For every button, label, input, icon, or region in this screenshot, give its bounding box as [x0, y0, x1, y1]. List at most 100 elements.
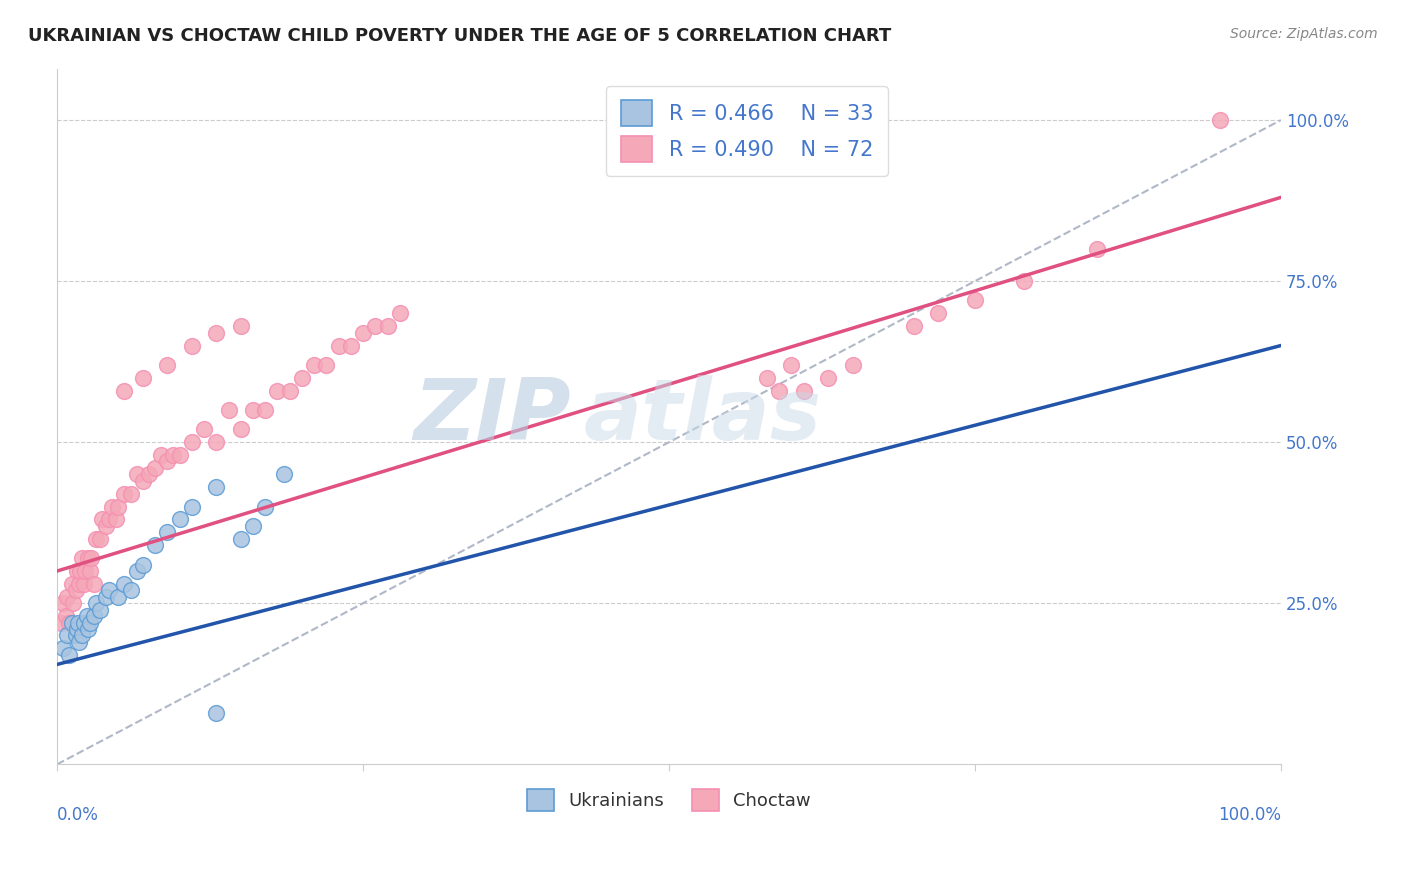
Point	[768, 384, 790, 398]
Point	[180, 435, 202, 450]
Point	[76, 609, 98, 624]
Point	[75, 564, 97, 578]
Point	[86, 596, 108, 610]
Point	[291, 370, 314, 384]
Point	[132, 474, 155, 488]
Point	[73, 577, 96, 591]
Text: 100.0%: 100.0%	[1218, 806, 1281, 824]
Point	[205, 706, 228, 720]
Point	[817, 370, 839, 384]
Point	[156, 454, 179, 468]
Point	[101, 500, 124, 514]
Point	[793, 384, 815, 398]
Point	[169, 448, 191, 462]
Point	[1012, 274, 1035, 288]
Point	[156, 525, 179, 540]
Point	[76, 551, 98, 566]
Point	[76, 622, 98, 636]
Point	[65, 628, 87, 642]
Point	[162, 448, 184, 462]
Point	[52, 641, 75, 656]
Point	[107, 500, 129, 514]
Point	[388, 306, 411, 320]
Text: UKRAINIAN VS CHOCTAW CHILD POVERTY UNDER THE AGE OF 5 CORRELATION CHART: UKRAINIAN VS CHOCTAW CHILD POVERTY UNDER…	[28, 27, 891, 45]
Text: ZIP: ZIP	[413, 375, 571, 458]
Point	[56, 590, 79, 604]
Point	[278, 384, 301, 398]
Point	[80, 551, 103, 566]
Point	[56, 628, 79, 642]
Point	[70, 628, 93, 642]
Point	[83, 609, 105, 624]
Point	[315, 358, 337, 372]
Point	[180, 338, 202, 352]
Point	[60, 577, 83, 591]
Point	[156, 358, 179, 372]
Point	[755, 370, 778, 384]
Point	[114, 486, 136, 500]
Point	[66, 564, 89, 578]
Point	[218, 403, 240, 417]
Point	[65, 583, 87, 598]
Point	[83, 577, 105, 591]
Text: atlas: atlas	[583, 375, 821, 458]
Point	[97, 583, 120, 598]
Point	[242, 403, 264, 417]
Point	[780, 358, 803, 372]
Point	[903, 319, 925, 334]
Point	[138, 467, 160, 482]
Point	[143, 461, 166, 475]
Point	[62, 596, 84, 610]
Point	[229, 532, 252, 546]
Point	[340, 338, 363, 352]
Point	[52, 596, 75, 610]
Point	[963, 293, 986, 308]
Point	[67, 577, 90, 591]
Point	[58, 648, 80, 662]
Point	[132, 370, 155, 384]
Point	[60, 615, 83, 630]
Point	[169, 512, 191, 526]
Point	[273, 467, 295, 482]
Point	[55, 609, 77, 624]
Point	[377, 319, 399, 334]
Point	[266, 384, 288, 398]
Point	[89, 532, 111, 546]
Point	[107, 590, 129, 604]
Point	[125, 467, 148, 482]
Point	[69, 564, 91, 578]
Point	[193, 422, 215, 436]
Text: Source: ZipAtlas.com: Source: ZipAtlas.com	[1230, 27, 1378, 41]
Point	[132, 558, 155, 572]
Point	[143, 538, 166, 552]
Point	[67, 635, 90, 649]
Point	[120, 583, 142, 598]
Point	[254, 403, 277, 417]
Point	[94, 590, 117, 604]
Point	[254, 500, 277, 514]
Point	[242, 519, 264, 533]
Point	[91, 512, 114, 526]
Point	[73, 615, 96, 630]
Point	[352, 326, 374, 340]
Point	[205, 480, 228, 494]
Point	[104, 512, 127, 526]
Point	[49, 615, 72, 630]
Point	[66, 622, 89, 636]
Point	[180, 500, 202, 514]
Point	[125, 564, 148, 578]
Point	[302, 358, 325, 372]
Point	[58, 615, 80, 630]
Point	[927, 306, 949, 320]
Point	[70, 551, 93, 566]
Point	[79, 615, 101, 630]
Point	[364, 319, 387, 334]
Legend: Ukrainians, Choctaw: Ukrainians, Choctaw	[520, 781, 818, 818]
Point	[89, 602, 111, 616]
Point	[114, 384, 136, 398]
Point	[114, 577, 136, 591]
Point	[94, 519, 117, 533]
Point	[66, 615, 89, 630]
Point	[79, 564, 101, 578]
Point	[205, 326, 228, 340]
